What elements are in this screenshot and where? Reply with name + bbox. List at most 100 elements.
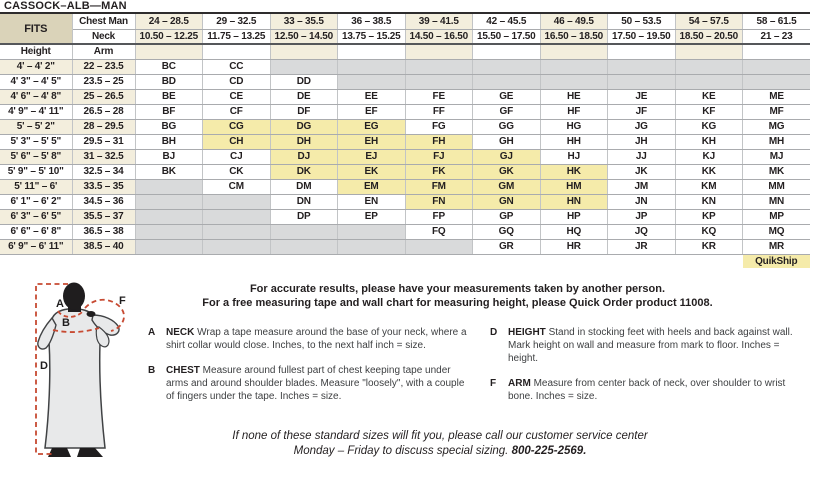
size-code-cell <box>134 208 203 225</box>
size-code-cell: MG <box>742 118 810 135</box>
height-range-cell: 5' 3" – 5' 5" <box>0 133 73 150</box>
size-code-cell: DE <box>269 88 338 105</box>
size-code-cell: BD <box>134 73 203 90</box>
size-code-cell: FE <box>404 88 473 105</box>
size-code-cell: FJ <box>404 148 473 165</box>
chest-header-row: FITS Chest Man 24 – 28.5 29 – 32.5 33 – 35… <box>0 14 810 45</box>
chest-range-header: 29 – 32.5 <box>202 14 271 30</box>
size-code-cell: KF <box>674 103 743 120</box>
size-code-cell: GP <box>472 208 541 225</box>
size-code-cell: KR <box>674 238 743 255</box>
size-code-cell: JE <box>607 88 676 105</box>
instruction-text: NECK Wrap a tape measure around the base… <box>166 327 467 351</box>
chest-range-header: 24 – 28.5 <box>134 14 203 30</box>
figure-label-f: F <box>119 295 126 307</box>
arm-range-cell: 22 – 23.5 <box>71 58 136 75</box>
size-code-cell: BG <box>134 118 203 135</box>
cassock-sleeve-drape <box>95 326 110 348</box>
size-code-cell <box>539 73 608 90</box>
height-range-cell: 4' 3" – 4' 5" <box>0 73 73 90</box>
size-row: 4' – 4' 2" 22 – 23.5 BC CC <box>0 58 810 75</box>
size-code-cell: EM <box>337 178 406 195</box>
height-range-cell: 6' 1" – 6' 2" <box>0 193 73 210</box>
size-code-cell <box>337 238 406 255</box>
neck-range-header: 13.75 – 15.25 <box>337 28 406 45</box>
size-code-cell <box>742 73 810 90</box>
stripe-cell <box>607 43 676 60</box>
size-code-cell: FG <box>404 118 473 135</box>
stripe-cell <box>742 43 810 60</box>
stripe-cell <box>202 43 271 60</box>
size-code-cell <box>742 58 810 75</box>
instruction-text: CHEST Measure around fullest part of che… <box>166 365 465 402</box>
size-code-cell: DD <box>269 73 338 90</box>
size-code-cell: FQ <box>404 223 473 240</box>
size-code-cell: FM <box>404 178 473 195</box>
size-code-cell: KN <box>674 193 743 210</box>
size-code-cell: GN <box>472 193 541 210</box>
size-row: 5' – 5' 2" 28 – 29.5 BG CG DG EG FG GG HG JG KG MG <box>0 118 810 135</box>
size-code-cell <box>269 223 338 240</box>
arm-range-cell: 25 – 26.5 <box>71 88 136 105</box>
size-code-cell: EP <box>337 208 406 225</box>
instruction-letter: F <box>490 378 497 389</box>
size-code-cell: CG <box>202 118 271 135</box>
size-row: 6' 3" – 6' 5" 35.5 – 37 DP EP FP GP HP JP KP MP <box>0 208 810 225</box>
neck-range-header: 12.50 – 14.50 <box>269 28 338 45</box>
size-code-cell: EN <box>337 193 406 210</box>
figure-label-b: B <box>62 317 70 329</box>
figure-foot-left <box>48 448 71 457</box>
size-code-cell: FK <box>404 163 473 180</box>
arm-range-cell: 23.5 – 25 <box>71 73 136 90</box>
size-code-cell: DP <box>269 208 338 225</box>
chest-range-header: 54 – 57.5 <box>674 14 743 30</box>
size-code-cell: BK <box>134 163 203 180</box>
size-code-cell: KM <box>674 178 743 195</box>
size-code-cell: CK <box>202 163 271 180</box>
cassock-figure-svg: A B D F <box>35 282 126 457</box>
neck-range-header: 10.50 – 12.25 <box>134 28 203 45</box>
special-sizing-footer: If none of these standard sizes will fit… <box>140 429 740 458</box>
figure-hand <box>86 311 96 317</box>
size-code-cell: JF <box>607 103 676 120</box>
neck-label: Neck <box>72 28 136 45</box>
instruction-item: A NECK Wrap a tape measure around the bas… <box>148 326 468 352</box>
size-code-cell: BJ <box>134 148 203 165</box>
size-code-cell: JM <box>607 178 676 195</box>
size-code-cell: CC <box>202 58 271 75</box>
size-code-cell: GH <box>472 133 541 150</box>
size-code-cell: BF <box>134 103 203 120</box>
chest-range-header: 58 – 61.5 <box>742 14 810 30</box>
instruction-term: HEIGHT <box>508 327 549 338</box>
footer-phone: 800-225-2569. <box>511 444 587 457</box>
instructions-left: A NECK Wrap a tape measure around the bas… <box>148 326 468 415</box>
size-code-cell: DG <box>269 118 338 135</box>
size-code-cell: BC <box>134 58 203 75</box>
stripe-cell <box>404 43 473 60</box>
size-code-cell: KP <box>674 208 743 225</box>
neck-range-header: 18.50 – 20.50 <box>674 28 743 45</box>
size-code-cell <box>674 58 743 75</box>
stripe-cell <box>472 43 541 60</box>
size-code-cell <box>472 58 541 75</box>
size-row: 4' 9" – 4' 11" 26.5 – 28 BF CF DF EF FF GF HF JF K… <box>0 103 810 120</box>
height-arm-header-row: Height Arm <box>0 43 810 60</box>
instruction-term: NECK <box>166 327 198 338</box>
size-row: 5' 3" – 5' 5" 29.5 – 31 BH CH DH EH FH GH HH JH KH… <box>0 133 810 150</box>
size-code-cell: EJ <box>337 148 406 165</box>
size-code-cell: KH <box>674 133 743 150</box>
height-range-cell: 5' 11" – 6' <box>0 178 73 195</box>
size-code-cell: JJ <box>607 148 676 165</box>
figure-label-a: A <box>56 298 64 310</box>
instruction-item: F ARM Measure from center back of neck, o… <box>490 377 810 403</box>
size-code-cell <box>202 193 271 210</box>
size-code-cell: HK <box>539 163 608 180</box>
figure-label-d: D <box>40 360 48 372</box>
size-code-cell: MQ <box>742 223 810 240</box>
size-code-cell: GQ <box>472 223 541 240</box>
size-code-cell: MK <box>742 163 810 180</box>
arm-range-cell: 31 – 32.5 <box>71 148 136 165</box>
chest-range-header: 46 – 49.5 <box>539 14 608 30</box>
size-code-cell <box>269 238 338 255</box>
instruction-letter: D <box>490 327 498 338</box>
